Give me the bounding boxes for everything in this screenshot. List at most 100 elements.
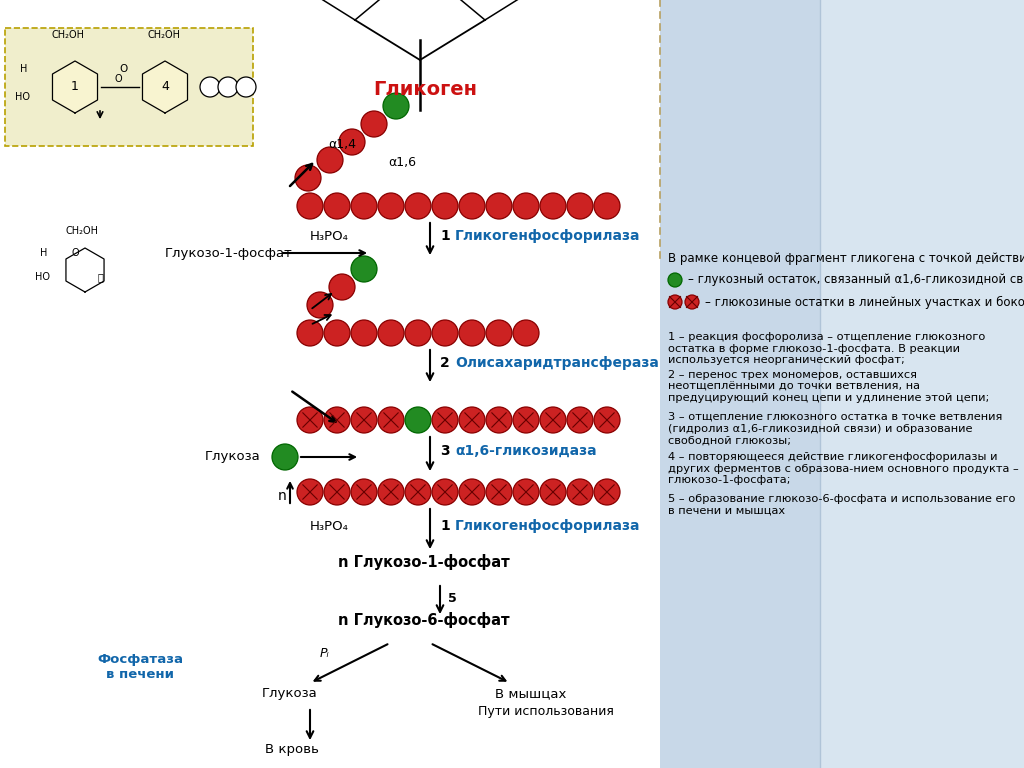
Text: 1: 1 — [71, 81, 79, 94]
Circle shape — [378, 193, 404, 219]
Text: 1: 1 — [440, 519, 450, 533]
Circle shape — [567, 479, 593, 505]
Polygon shape — [142, 61, 187, 113]
Text: 3: 3 — [440, 444, 450, 458]
Text: В рамке концевой фрагмент гликогена с точкой действия гликогенфосфорилазы:: В рамке концевой фрагмент гликогена с то… — [668, 252, 1024, 265]
Polygon shape — [52, 61, 97, 113]
Text: 4 – повторяющееся действие гликогенфосфорилазы и других ферментов с образова-ние: 4 – повторяющееся действие гликогенфосфо… — [668, 452, 1019, 485]
Text: – глукозный остаток, связанный α1,6-гликозидной связью;: – глукозный остаток, связанный α1,6-глик… — [688, 273, 1024, 286]
Text: CH₂OH: CH₂OH — [65, 226, 98, 236]
Text: O: O — [72, 248, 80, 258]
Text: 2: 2 — [440, 356, 450, 370]
Text: Глукоза: Глукоза — [205, 450, 261, 463]
Circle shape — [236, 77, 256, 97]
Circle shape — [540, 407, 566, 433]
Circle shape — [459, 320, 485, 346]
Text: HO: HO — [35, 272, 50, 282]
Text: – глюкозиные остатки в линейных участках и боковых ветвях, связанные α1,4-гликоз: – глюкозиные остатки в линейных участках… — [705, 296, 1024, 309]
Circle shape — [540, 193, 566, 219]
Text: В мышцах: В мышцах — [495, 687, 566, 700]
Text: Олисахаридтрансфераза: Олисахаридтрансфераза — [455, 356, 658, 370]
Polygon shape — [66, 248, 104, 292]
Circle shape — [378, 320, 404, 346]
Circle shape — [459, 407, 485, 433]
Circle shape — [317, 147, 343, 173]
Circle shape — [406, 320, 431, 346]
Text: 3 – отщепление глюкозного остатка в точке ветвления (гидролиз α1,6-гликозидной с: 3 – отщепление глюкозного остатка в точк… — [668, 412, 1002, 445]
Circle shape — [486, 479, 512, 505]
Text: Гликогенфосфорилаза: Гликогенфосфорилаза — [455, 519, 640, 533]
FancyBboxPatch shape — [820, 0, 1024, 768]
Circle shape — [594, 407, 620, 433]
Text: 2 – перенос трех мономеров, оставшихся неотщеплёнными до точки ветвления, на пре: 2 – перенос трех мономеров, оставшихся н… — [668, 370, 989, 403]
Circle shape — [324, 320, 350, 346]
Circle shape — [406, 479, 431, 505]
Text: H: H — [20, 64, 28, 74]
Circle shape — [351, 193, 377, 219]
Circle shape — [361, 111, 387, 137]
Text: O: O — [115, 74, 122, 84]
Circle shape — [272, 444, 298, 470]
Text: CH₂OH: CH₂OH — [148, 30, 181, 40]
Circle shape — [594, 193, 620, 219]
Text: CH₂OH: CH₂OH — [52, 30, 85, 40]
Text: Ⓟ: Ⓟ — [98, 272, 103, 282]
Circle shape — [406, 407, 431, 433]
Circle shape — [459, 479, 485, 505]
Circle shape — [295, 165, 321, 191]
Circle shape — [406, 193, 431, 219]
Circle shape — [486, 320, 512, 346]
Circle shape — [297, 193, 323, 219]
Text: 5 – образование глюкозо-6-фосфата и использование его в печени и мышцах: 5 – образование глюкозо-6-фосфата и испо… — [668, 494, 1016, 515]
Circle shape — [324, 193, 350, 219]
Circle shape — [351, 256, 377, 282]
Circle shape — [594, 479, 620, 505]
FancyBboxPatch shape — [660, 0, 1024, 768]
Text: 1 – реакция фосфоролиза – отщепление глюкозного остатка в форме глюкозо-1-фосфат: 1 – реакция фосфоролиза – отщепление глю… — [668, 332, 985, 366]
Circle shape — [513, 479, 539, 505]
Text: α1,4: α1,4 — [328, 138, 356, 151]
Text: α1,6-гликозидаза: α1,6-гликозидаза — [455, 444, 597, 458]
Circle shape — [567, 407, 593, 433]
Text: Глукозо-1-фосфат: Глукозо-1-фосфат — [165, 247, 293, 260]
Circle shape — [297, 320, 323, 346]
Text: H: H — [40, 248, 47, 258]
Circle shape — [513, 320, 539, 346]
FancyBboxPatch shape — [0, 0, 660, 768]
Circle shape — [324, 407, 350, 433]
FancyBboxPatch shape — [5, 28, 253, 146]
Text: 1: 1 — [440, 229, 450, 243]
Text: H₃PO₄: H₃PO₄ — [310, 520, 349, 533]
Text: Глукоза: Глукоза — [262, 687, 317, 700]
Circle shape — [432, 193, 458, 219]
Circle shape — [324, 479, 350, 505]
Text: HO: HO — [15, 92, 30, 102]
Circle shape — [685, 295, 699, 309]
Circle shape — [297, 407, 323, 433]
Text: Гликоген: Гликоген — [373, 80, 477, 99]
Text: n Глукозо-6-фосфат: n Глукозо-6-фосфат — [338, 612, 510, 628]
Text: 4: 4 — [161, 81, 169, 94]
Circle shape — [218, 77, 238, 97]
Circle shape — [567, 193, 593, 219]
Circle shape — [486, 193, 512, 219]
Circle shape — [378, 407, 404, 433]
Text: Пути использования: Пути использования — [478, 705, 613, 718]
Circle shape — [513, 193, 539, 219]
Text: В кровь: В кровь — [265, 743, 318, 756]
Circle shape — [339, 129, 365, 155]
Text: O: O — [119, 64, 127, 74]
Circle shape — [432, 407, 458, 433]
Text: n Глукозо-1-фосфат: n Глукозо-1-фосфат — [338, 554, 510, 570]
Text: 5: 5 — [449, 592, 457, 605]
Circle shape — [668, 295, 682, 309]
Circle shape — [297, 479, 323, 505]
Circle shape — [329, 274, 355, 300]
Circle shape — [383, 93, 409, 119]
Circle shape — [200, 77, 220, 97]
Circle shape — [540, 479, 566, 505]
Circle shape — [378, 479, 404, 505]
Text: H₃PO₄: H₃PO₄ — [310, 230, 349, 243]
Circle shape — [459, 193, 485, 219]
Circle shape — [351, 407, 377, 433]
